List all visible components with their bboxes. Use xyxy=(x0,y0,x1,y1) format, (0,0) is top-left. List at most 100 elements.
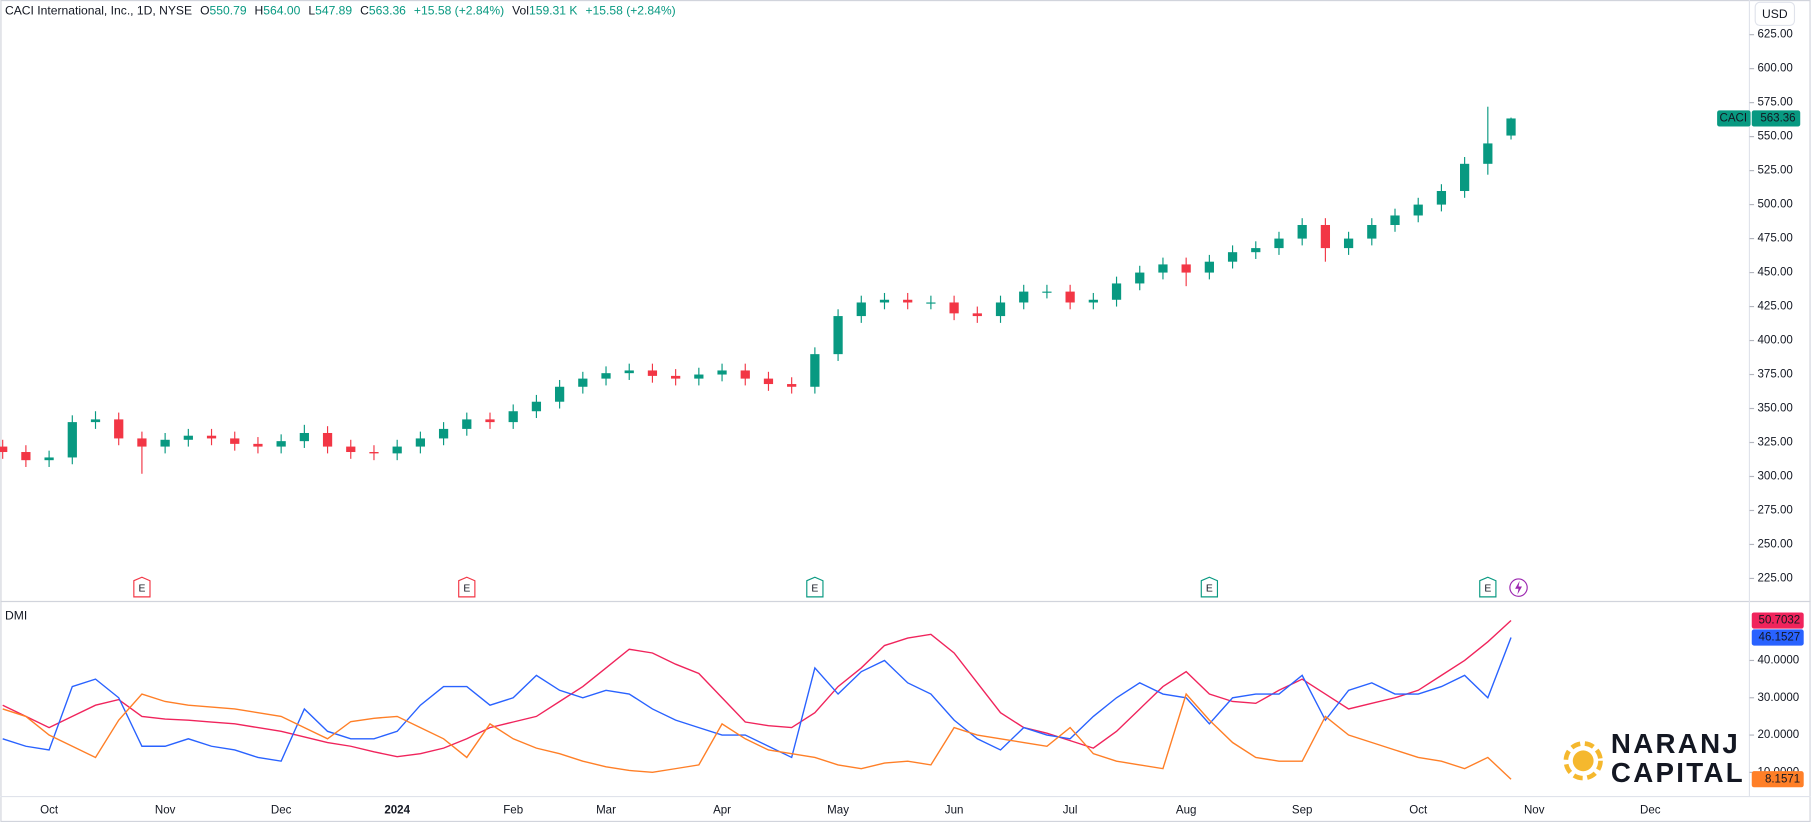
value-tag-label: 50.7032 xyxy=(1759,615,1801,627)
currency-button[interactable] xyxy=(1754,1,1796,26)
candle-body xyxy=(995,302,1006,317)
candle-body xyxy=(1065,291,1075,303)
candle-body xyxy=(1436,191,1447,205)
candle-body xyxy=(299,432,309,442)
candle-body xyxy=(671,375,681,379)
change: +15.58 (+2.84%) xyxy=(414,4,504,18)
candle-body xyxy=(833,316,843,355)
candle-body xyxy=(276,441,286,447)
candle-body xyxy=(601,373,611,379)
y-tick-label: 425.00 xyxy=(1758,301,1793,313)
candle-body xyxy=(578,378,588,387)
candle-body xyxy=(1320,224,1331,249)
volume-change: +15.58 (+2.84%) xyxy=(585,4,675,18)
y-tick-label: 600.00 xyxy=(1758,63,1793,75)
x-tick-label: May xyxy=(827,805,849,817)
candle-body xyxy=(624,370,634,374)
candle-body xyxy=(183,435,193,440)
candle-body xyxy=(926,302,936,304)
earnings-event[interactable]: E xyxy=(1200,576,1219,598)
y-tick-label: 375.00 xyxy=(1758,369,1793,381)
candle-body xyxy=(21,452,31,461)
x-tick-label: 2024 xyxy=(384,805,410,817)
y-tick-label: 20.0000 xyxy=(1758,729,1800,741)
value-tag-label: 46.1527 xyxy=(1759,632,1801,644)
ohlc-value: 550.79 xyxy=(210,4,247,18)
event-badge xyxy=(1479,576,1497,598)
candle-body xyxy=(462,419,472,429)
y-tick-label: 575.00 xyxy=(1758,97,1793,109)
value-tag xyxy=(1751,629,1804,646)
y-tick-label: 550.00 xyxy=(1758,131,1793,143)
x-tick-label: Jul xyxy=(1063,805,1078,817)
indicator-title: DMI xyxy=(5,609,27,623)
candle-body xyxy=(485,419,495,423)
candle-body xyxy=(230,438,240,444)
candle-body xyxy=(369,452,379,454)
ohlc-label: O xyxy=(200,4,209,18)
candle-body xyxy=(114,419,124,439)
event-label: E xyxy=(1484,584,1491,595)
earnings-event[interactable]: E xyxy=(1479,576,1497,598)
candle-body xyxy=(1367,224,1377,239)
candle-body xyxy=(694,374,704,379)
dmi-line xyxy=(2,692,1512,780)
x-tick-label: Jun xyxy=(945,805,964,817)
earnings-event[interactable]: E xyxy=(458,576,476,598)
earnings-event[interactable]: E xyxy=(806,576,824,598)
candle-body xyxy=(972,313,982,317)
candle-body xyxy=(856,302,866,317)
candle-body xyxy=(137,438,147,447)
event-label: E xyxy=(1206,584,1213,595)
candle-body xyxy=(1413,204,1423,216)
price-tag-label: 563.36 xyxy=(1760,113,1795,125)
candle-body xyxy=(253,443,263,447)
lightning-icon xyxy=(1515,580,1522,595)
candle-body xyxy=(1390,215,1400,225)
watermark: NARANJ CAPITAL xyxy=(1563,728,1743,788)
candle-body xyxy=(1483,143,1493,164)
candle-body xyxy=(810,354,820,387)
y-tick-label: 275.00 xyxy=(1758,505,1793,517)
candle-body xyxy=(392,446,402,454)
candle-body xyxy=(346,446,356,453)
x-tick-label: Feb xyxy=(503,805,523,817)
event-badge xyxy=(806,576,824,598)
candle-body xyxy=(1158,264,1168,273)
event-label: E xyxy=(463,584,470,595)
symbol-tag xyxy=(1717,110,1751,127)
x-tick-label: Nov xyxy=(155,805,176,817)
candle-body xyxy=(1088,299,1098,303)
x-tick-label: Apr xyxy=(713,805,731,817)
candle-body xyxy=(1506,118,1516,136)
candle-body xyxy=(1181,264,1191,273)
x-tick-label: Mar xyxy=(596,805,616,817)
candle-body xyxy=(1251,248,1261,253)
candle-body xyxy=(90,419,101,423)
candle-body xyxy=(1274,238,1284,249)
symbol-title: CACI International, Inc., 1D, NYSE xyxy=(5,4,192,18)
candle-body xyxy=(1460,163,1470,192)
price-tag xyxy=(1751,110,1801,127)
candle-body xyxy=(1042,291,1052,293)
candle-body xyxy=(740,370,750,379)
y-tick-label: 300.00 xyxy=(1758,471,1793,483)
y-tick-label: 450.00 xyxy=(1758,267,1793,279)
y-tick-label: 625.00 xyxy=(1758,29,1793,41)
x-tick-label: Sep xyxy=(1292,805,1313,817)
candle-body xyxy=(206,435,217,439)
candle-body xyxy=(1343,238,1354,249)
candle-body xyxy=(949,302,959,314)
currency-label: USD xyxy=(1762,7,1788,21)
candle-body xyxy=(763,378,774,385)
candle-body xyxy=(415,438,425,447)
candle-body xyxy=(1111,283,1122,300)
lightning-event[interactable] xyxy=(1509,578,1528,597)
y-tick-label: 475.00 xyxy=(1758,233,1793,245)
watermark-line1: NARANJ xyxy=(1611,728,1740,759)
y-tick-label: 30.0000 xyxy=(1758,692,1800,704)
earnings-event[interactable]: E xyxy=(133,576,151,598)
candle-body xyxy=(67,422,77,458)
x-tick-label: Nov xyxy=(1524,805,1545,817)
event-badge xyxy=(458,576,476,598)
